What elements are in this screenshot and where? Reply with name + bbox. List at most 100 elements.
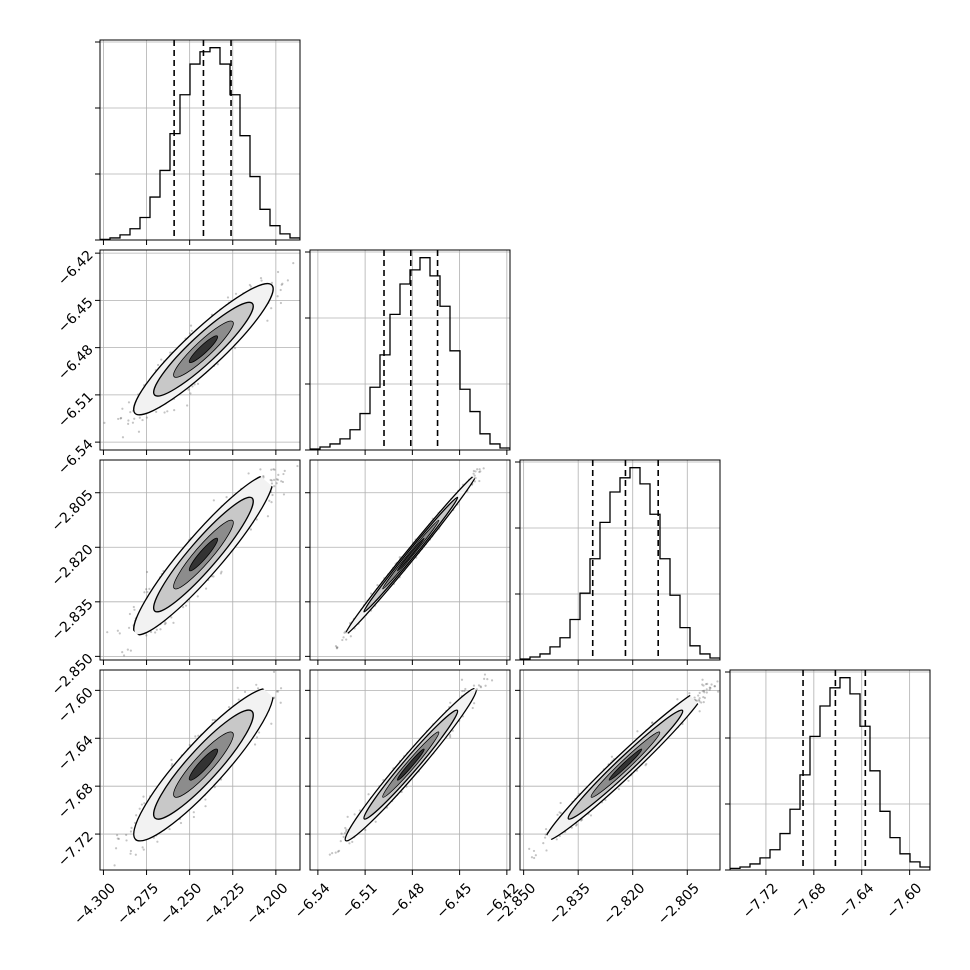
sample-point	[273, 485, 276, 488]
sample-point	[194, 735, 197, 738]
panel-2-2	[515, 459, 721, 665]
sample-point	[204, 805, 207, 808]
sample-point	[155, 410, 158, 413]
sample-point	[473, 474, 476, 477]
sample-point	[196, 382, 200, 385]
y-tick-label: −6.48	[55, 342, 97, 384]
sample-point	[149, 630, 153, 634]
sample-point	[145, 416, 149, 419]
contour-level-3	[188, 537, 219, 572]
sample-point	[103, 421, 106, 424]
panel-2-1	[305, 455, 511, 665]
sample-point	[134, 853, 137, 856]
sample-point	[341, 638, 344, 642]
sample-point	[349, 635, 352, 638]
sample-point	[166, 410, 169, 413]
sample-point	[192, 815, 195, 819]
sample-point	[133, 608, 136, 611]
sample-point	[146, 590, 149, 594]
sample-point	[155, 628, 158, 631]
sample-point	[275, 482, 278, 485]
panel-1-0: −6.54−6.51−6.48−6.45−6.42	[55, 247, 301, 478]
panel-frame	[99, 459, 301, 661]
sample-point	[478, 479, 481, 483]
sample-point	[257, 731, 261, 734]
y-tick-label: −2.805	[49, 487, 97, 535]
y-tick-label: −6.51	[55, 389, 97, 431]
sample-point	[343, 631, 346, 634]
sample-point	[145, 588, 148, 591]
sample-point	[122, 654, 126, 657]
sample-point	[473, 480, 476, 483]
sample-point	[120, 416, 123, 420]
y-tick-label: −6.45	[55, 295, 97, 337]
sample-point	[495, 455, 497, 457]
sample-point	[121, 436, 125, 439]
sample-point	[282, 493, 286, 496]
sample-point	[283, 469, 286, 472]
sample-point	[342, 636, 345, 639]
sample-point	[376, 584, 379, 587]
sample-point	[259, 276, 263, 280]
sample-point	[270, 307, 273, 310]
sample-point	[281, 282, 284, 285]
sample-point	[127, 626, 131, 629]
panel-frame	[519, 459, 721, 661]
sample-point	[220, 570, 223, 573]
sample-point	[253, 743, 257, 746]
sample-point	[182, 606, 185, 609]
sample-point	[249, 528, 253, 531]
sample-point	[159, 628, 162, 631]
histogram-step-2	[520, 467, 720, 660]
sample-point	[280, 283, 283, 286]
panel-frame	[99, 39, 301, 241]
panel-frame	[99, 249, 301, 451]
sample-point	[276, 295, 279, 298]
sample-point	[270, 281, 274, 284]
sample-point	[268, 499, 271, 502]
sample-point	[121, 651, 124, 654]
sample-point	[369, 592, 373, 595]
sample-point	[282, 472, 285, 476]
sample-point	[154, 631, 157, 634]
sample-point	[234, 292, 238, 295]
panel-3-0: −7.72−7.68−7.64−7.60−4.300−4.275−4.250−4…	[55, 669, 301, 928]
sample-point	[190, 329, 193, 332]
sample-point	[127, 401, 131, 404]
y-tick-label: −6.54	[55, 436, 97, 478]
sample-point	[117, 417, 120, 421]
sample-point	[398, 556, 401, 559]
sample-point	[270, 500, 273, 504]
sample-point	[137, 430, 141, 433]
sample-point	[262, 474, 265, 478]
sample-point	[478, 468, 481, 471]
sample-point	[335, 646, 339, 649]
sample-point	[276, 270, 280, 274]
sample-point	[236, 686, 239, 689]
sample-point	[125, 839, 128, 842]
sample-point	[345, 638, 348, 641]
sample-point	[148, 587, 151, 590]
sample-point	[271, 493, 274, 497]
sample-point	[164, 622, 167, 625]
sample-point	[266, 319, 269, 322]
sample-point	[233, 347, 237, 350]
sample-point	[160, 358, 163, 361]
sample-point	[279, 301, 283, 305]
sample-point	[143, 591, 146, 594]
sample-point	[247, 472, 250, 475]
sample-point	[249, 285, 253, 288]
sample-point	[272, 478, 276, 481]
sample-point	[126, 648, 129, 651]
sample-point	[255, 736, 259, 739]
histogram-step-1	[310, 257, 510, 450]
sample-point	[474, 476, 477, 480]
sample-point	[296, 464, 299, 468]
sample-point	[170, 616, 173, 619]
y-tick-label: −2.820	[49, 542, 97, 590]
sample-point	[163, 623, 167, 626]
sample-point	[479, 470, 482, 473]
sample-point	[145, 634, 148, 637]
sample-point	[156, 363, 160, 367]
sample-point	[476, 468, 479, 471]
